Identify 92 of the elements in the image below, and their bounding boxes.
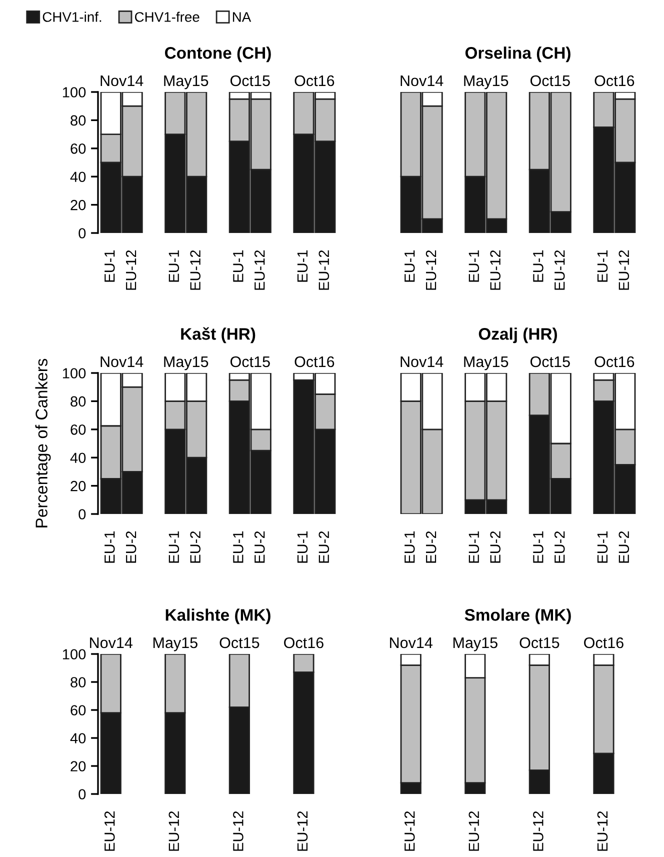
x-tick-label: EU-12 bbox=[554, 250, 565, 290]
text: Nov14 bbox=[100, 356, 144, 368]
text: Nov14 bbox=[90, 638, 132, 648]
text: Oct15 bbox=[530, 75, 570, 86]
y-tick-label: 40 bbox=[70, 172, 86, 182]
x-tick-label: EU-2 bbox=[126, 531, 136, 563]
legend-label: NA bbox=[232, 12, 252, 22]
legend-label: CHV1-free bbox=[134, 12, 200, 22]
x-tick-label: EU-12 bbox=[254, 250, 265, 290]
x-tick-label: EU-1 bbox=[168, 250, 180, 282]
x-tick-label: EU-2 bbox=[490, 531, 500, 563]
x-tick-label: EU-2 bbox=[554, 531, 565, 563]
text: Oct16 bbox=[594, 356, 634, 368]
x-tick-label: EU-1 bbox=[597, 531, 608, 563]
x-tick-label: EU-1 bbox=[168, 531, 180, 563]
chart-title: Orselina (CH) bbox=[465, 46, 570, 62]
x-tick-label: EU-12 bbox=[297, 811, 308, 851]
x-tick-label: EU-1 bbox=[297, 250, 308, 282]
text: Nov14 bbox=[390, 638, 432, 648]
y-tick-label: 100 bbox=[62, 649, 86, 660]
text: Oct16 bbox=[294, 75, 334, 86]
text: May15 bbox=[453, 638, 498, 652]
y-tick-label: 60 bbox=[70, 705, 86, 716]
x-tick-label: EU-1 bbox=[233, 250, 244, 282]
x-tick-label: EU-12 bbox=[426, 250, 436, 290]
y-tick-label: 20 bbox=[70, 761, 86, 772]
x-tick-label: EU-12 bbox=[126, 250, 136, 290]
x-tick-label: EU-1 bbox=[233, 531, 244, 563]
y-tick-label: 80 bbox=[70, 115, 86, 126]
text: May15 bbox=[164, 356, 208, 370]
x-tick-label: EU-1 bbox=[468, 531, 480, 563]
x-tick-label: EU-12 bbox=[490, 250, 500, 290]
x-tick-label: EU-12 bbox=[190, 250, 200, 290]
x-tick-label: EU-1 bbox=[404, 250, 415, 282]
y-tick-label: 40 bbox=[70, 452, 86, 464]
legend-label: CHV1-inf. bbox=[42, 12, 102, 22]
x-tick-label: EU-1 bbox=[533, 250, 544, 282]
text: Oct15 bbox=[230, 75, 270, 86]
text: May15 bbox=[464, 76, 508, 90]
x-tick-label: EU-2 bbox=[254, 531, 265, 563]
text: Oct16 bbox=[584, 637, 624, 648]
text: May15 bbox=[464, 356, 508, 370]
y-tick-label: 0 bbox=[78, 789, 86, 800]
x-tick-label: EU-2 bbox=[426, 531, 436, 563]
chart-title: Ozalj (HR) bbox=[478, 328, 557, 344]
text: Oct15 bbox=[520, 637, 560, 648]
y-tick-label: 80 bbox=[70, 396, 86, 407]
text: Oct16 bbox=[594, 75, 634, 86]
text: Oct16 bbox=[294, 356, 334, 368]
x-tick-label: EU-12 bbox=[468, 811, 480, 851]
x-tick-label: EU-12 bbox=[533, 811, 544, 851]
x-tick-label: EU-12 bbox=[404, 811, 415, 851]
x-tick-label: EU-1 bbox=[404, 531, 415, 563]
text: Oct15 bbox=[230, 356, 270, 368]
y-tick-label: 100 bbox=[62, 87, 86, 98]
y-tick-label: 80 bbox=[70, 677, 86, 688]
x-tick-label: EU-1 bbox=[297, 531, 308, 563]
chart-title: Contone (CH) bbox=[164, 46, 271, 62]
x-tick-label: EU-12 bbox=[618, 250, 630, 290]
x-tick-label: EU-12 bbox=[168, 811, 180, 851]
y-axis-title: Percentage of Cankers bbox=[35, 358, 51, 528]
chart-title: Kašt (HR) bbox=[181, 327, 256, 344]
text: May15 bbox=[153, 638, 198, 652]
text: Oct16 bbox=[284, 637, 324, 648]
x-tick-label: EU-1 bbox=[597, 250, 608, 282]
y-tick-label: 20 bbox=[70, 480, 86, 492]
y-tick-label: 60 bbox=[70, 424, 86, 435]
y-tick-label: 40 bbox=[70, 733, 86, 744]
y-tick-label: 60 bbox=[70, 144, 86, 154]
x-tick-label: EU-1 bbox=[468, 250, 480, 282]
chart-title: Smolare (MK) bbox=[464, 608, 571, 624]
x-tick-label: EU-1 bbox=[104, 531, 115, 563]
x-tick-label: EU-2 bbox=[318, 531, 330, 563]
x-tick-label: EU-1 bbox=[533, 531, 544, 563]
x-tick-label: EU-1 bbox=[104, 250, 115, 282]
x-tick-label: EU-2 bbox=[190, 531, 200, 563]
x-tick-label: EU-12 bbox=[104, 811, 115, 851]
chart-title: Kalishte (MK) bbox=[166, 608, 270, 624]
y-tick-label: 0 bbox=[78, 509, 86, 520]
text: Nov14 bbox=[400, 356, 444, 368]
x-tick-label: EU-12 bbox=[318, 250, 330, 290]
text: Nov14 bbox=[100, 76, 144, 86]
text: Oct15 bbox=[220, 637, 260, 648]
y-tick-label: 100 bbox=[62, 368, 86, 378]
y-tick-label: 0 bbox=[78, 228, 86, 238]
text: Nov14 bbox=[400, 76, 444, 86]
x-tick-label: EU-2 bbox=[618, 531, 630, 563]
text: Oct15 bbox=[530, 356, 570, 368]
x-tick-label: EU-12 bbox=[597, 811, 608, 851]
x-tick-label: EU-12 bbox=[233, 811, 244, 851]
text: May15 bbox=[164, 76, 208, 90]
y-tick-label: 20 bbox=[70, 200, 86, 210]
